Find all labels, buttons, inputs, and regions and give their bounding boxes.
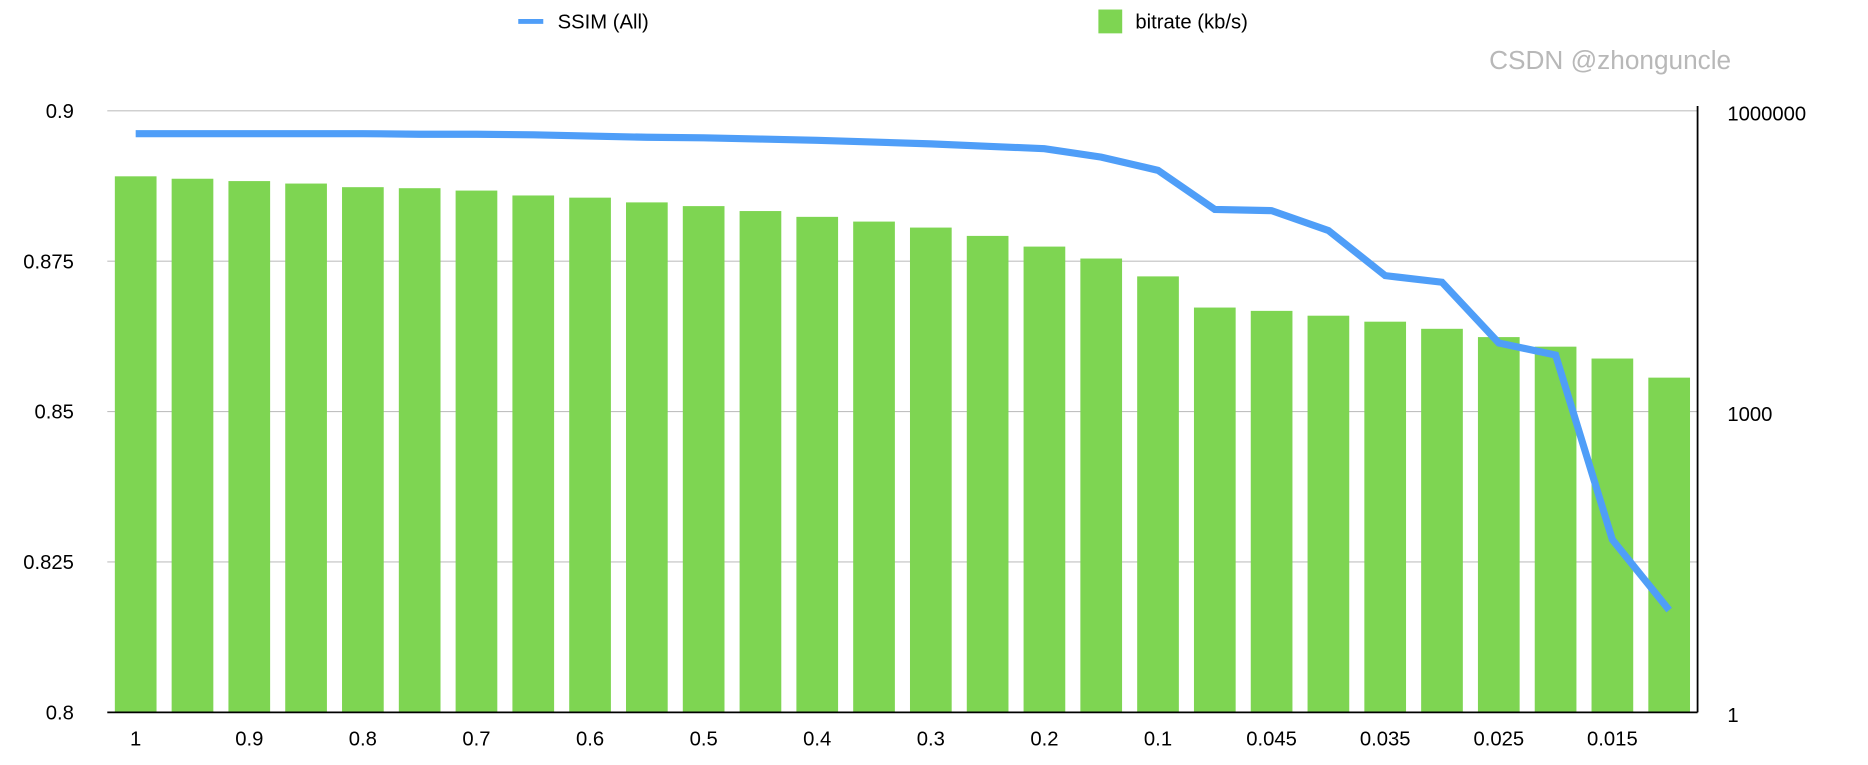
bitrate-bar: [967, 236, 1009, 712]
bitrate-bar: [1024, 247, 1066, 713]
x-tick-label: 0.7: [462, 729, 490, 751]
bitrate-bar: [1478, 337, 1520, 712]
bitrate-bar: [1364, 322, 1406, 713]
bitrate-bar: [1137, 276, 1179, 712]
bitrate-bar: [228, 181, 270, 712]
bitrate-bar: [399, 188, 441, 712]
bitrate-bar: [285, 184, 327, 713]
left-tick-label: 0.8: [46, 702, 74, 724]
bitrate-bar: [1648, 378, 1690, 713]
x-tick-label: 0.8: [349, 729, 377, 751]
x-tick-label: 0.6: [576, 729, 604, 751]
left-tick-label: 0.825: [23, 552, 74, 574]
left-tick-label: 0.85: [35, 402, 74, 424]
bitrate-bar: [456, 191, 498, 713]
bitrate-bar: [172, 179, 214, 713]
x-tick-label: 0.035: [1360, 729, 1411, 751]
bitrate-bar: [853, 222, 895, 713]
legend: SSIM (All) bitrate (kb/s): [518, 10, 1248, 34]
x-tick-label: 0.5: [690, 729, 718, 751]
bitrate-bar: [740, 211, 782, 712]
x-tick-label: 0.025: [1473, 729, 1524, 751]
bitrate-bar: [626, 202, 668, 712]
bitrate-bar: [1308, 316, 1350, 713]
bitrate-bar: [342, 187, 384, 712]
x-tick-label: 0.4: [803, 729, 831, 751]
right-tick-label: 1: [1727, 705, 1738, 727]
left-tick-label: 0.875: [23, 251, 74, 273]
x-tick-label: 0.015: [1587, 729, 1638, 751]
bitrate-bar: [683, 206, 725, 712]
x-tick-label: 0.1: [1144, 729, 1172, 751]
bitrate-bar: [796, 217, 838, 712]
bitrate-bars: [115, 176, 1690, 712]
legend-bitrate-label: bitrate (kb/s): [1135, 12, 1248, 34]
bitrate-bar: [115, 176, 157, 712]
bitrate-bar: [512, 195, 554, 712]
bitrate-bar: [910, 228, 952, 713]
right-tick-label: 1000: [1727, 404, 1772, 426]
bitrate-bar: [1421, 329, 1463, 713]
right-tick-label: 1000000: [1727, 103, 1806, 125]
bitrate-bar: [569, 198, 611, 713]
x-tick-label: 0.045: [1246, 729, 1297, 751]
bitrate-bar: [1080, 259, 1122, 713]
bitrate-bar: [1251, 311, 1293, 712]
bitrate-bar: [1194, 308, 1236, 713]
x-tick-label: 0.3: [917, 729, 945, 751]
legend-bitrate-swatch: [1098, 10, 1122, 34]
watermark: CSDN @zhonguncle: [1489, 45, 1731, 75]
x-tick-label: 1: [130, 729, 141, 751]
legend-ssim-label: SSIM (All): [558, 12, 649, 34]
left-tick-label: 0.9: [46, 101, 74, 123]
x-tick-label: 0.9: [235, 729, 263, 751]
x-tick-label: 0.2: [1030, 729, 1058, 751]
